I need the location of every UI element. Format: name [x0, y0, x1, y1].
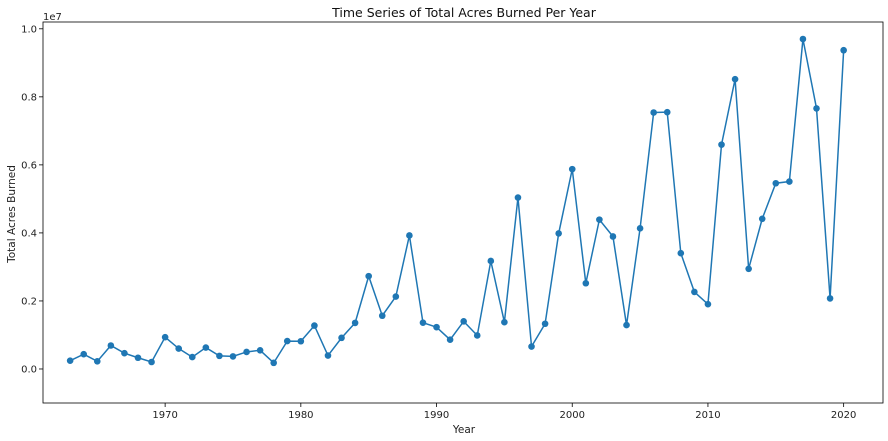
data-point: [555, 230, 562, 237]
x-axis-label: Year: [452, 424, 476, 436]
data-point: [392, 293, 400, 300]
data-point: [460, 318, 467, 325]
data-point: [650, 109, 657, 116]
chart-title: Time Series of Total Acres Burned Per Ye…: [331, 5, 597, 20]
data-point: [636, 225, 644, 232]
y-tick-label: 0.4: [21, 228, 37, 239]
data-point: [433, 323, 440, 331]
data-point: [338, 334, 345, 342]
x-axis: 1970 1980 1990 2000 2010 2020: [152, 403, 856, 421]
x-tick-label: 2020: [831, 410, 856, 421]
data-point: [419, 319, 427, 327]
data-point: [283, 337, 291, 345]
data-point: [582, 279, 590, 287]
data-point: [175, 345, 183, 352]
data-point: [758, 215, 766, 223]
x-tick-label: 1970: [152, 410, 177, 421]
data-point: [691, 288, 698, 296]
data-point: [677, 249, 685, 257]
data-point: [745, 265, 752, 273]
data-point: [216, 352, 223, 360]
data-point: [473, 332, 481, 339]
data-point: [311, 322, 318, 329]
data-point: [256, 346, 264, 354]
plot-area: 1970 1980 1990 2000 2010 2020 0.0 0.2 0.4 0.6 0.8…: [21, 21, 884, 421]
data-point: [501, 318, 508, 326]
axes-frame: [42, 21, 884, 404]
data-point: [731, 75, 739, 83]
data-point: [148, 358, 155, 366]
data-point: [297, 337, 305, 345]
data-point: [596, 216, 603, 223]
data-point: [66, 357, 74, 364]
data-point: [378, 312, 386, 320]
data-point: [161, 333, 169, 341]
data-point: [623, 321, 630, 329]
data-point: [365, 272, 372, 280]
data-point: [121, 349, 128, 357]
data-point: [799, 35, 807, 43]
data-point: [107, 342, 115, 349]
y-axis: 0.0 0.2 0.4 0.6 0.8 1.0: [21, 24, 43, 375]
data-point: [487, 257, 495, 265]
data-point: [813, 105, 820, 112]
data-point: [229, 353, 237, 360]
data-point: [840, 46, 847, 54]
data-point: [202, 344, 210, 351]
y-offset-label: 1e7: [43, 12, 62, 23]
data-point: [93, 358, 101, 365]
y-axis-label: Total Acres Burned: [6, 165, 18, 264]
data-point: [134, 354, 142, 362]
data-point: [406, 232, 413, 239]
x-tick-label: 1980: [288, 410, 313, 421]
x-tick-label: 2000: [560, 410, 585, 421]
data-point: [528, 343, 535, 350]
data-point: [568, 165, 576, 173]
data-point: [772, 179, 780, 187]
data-point: [718, 141, 725, 148]
data-point: [826, 295, 834, 302]
y-tick-label: 0.6: [21, 160, 37, 171]
data-point: [663, 108, 671, 116]
data-point: [446, 336, 454, 344]
data-point: [541, 320, 549, 328]
y-tick-label: 0.2: [21, 296, 37, 307]
data-point: [80, 350, 88, 358]
y-tick-label: 1.0: [21, 24, 37, 35]
series-line: [69, 38, 845, 365]
data-point: [188, 353, 196, 361]
data-point: [704, 300, 712, 308]
data-point: [270, 359, 277, 367]
series-points: [66, 35, 847, 367]
y-tick-label: 0.0: [21, 364, 37, 375]
x-tick-label: 2010: [695, 410, 720, 421]
data-point: [514, 194, 522, 201]
data-point: [786, 178, 793, 185]
data-point: [324, 352, 332, 359]
y-tick-label: 0.8: [21, 92, 37, 103]
data-point: [609, 233, 617, 240]
data-point: [243, 348, 250, 356]
data-point: [351, 319, 359, 327]
x-tick-label: 1990: [424, 410, 449, 421]
